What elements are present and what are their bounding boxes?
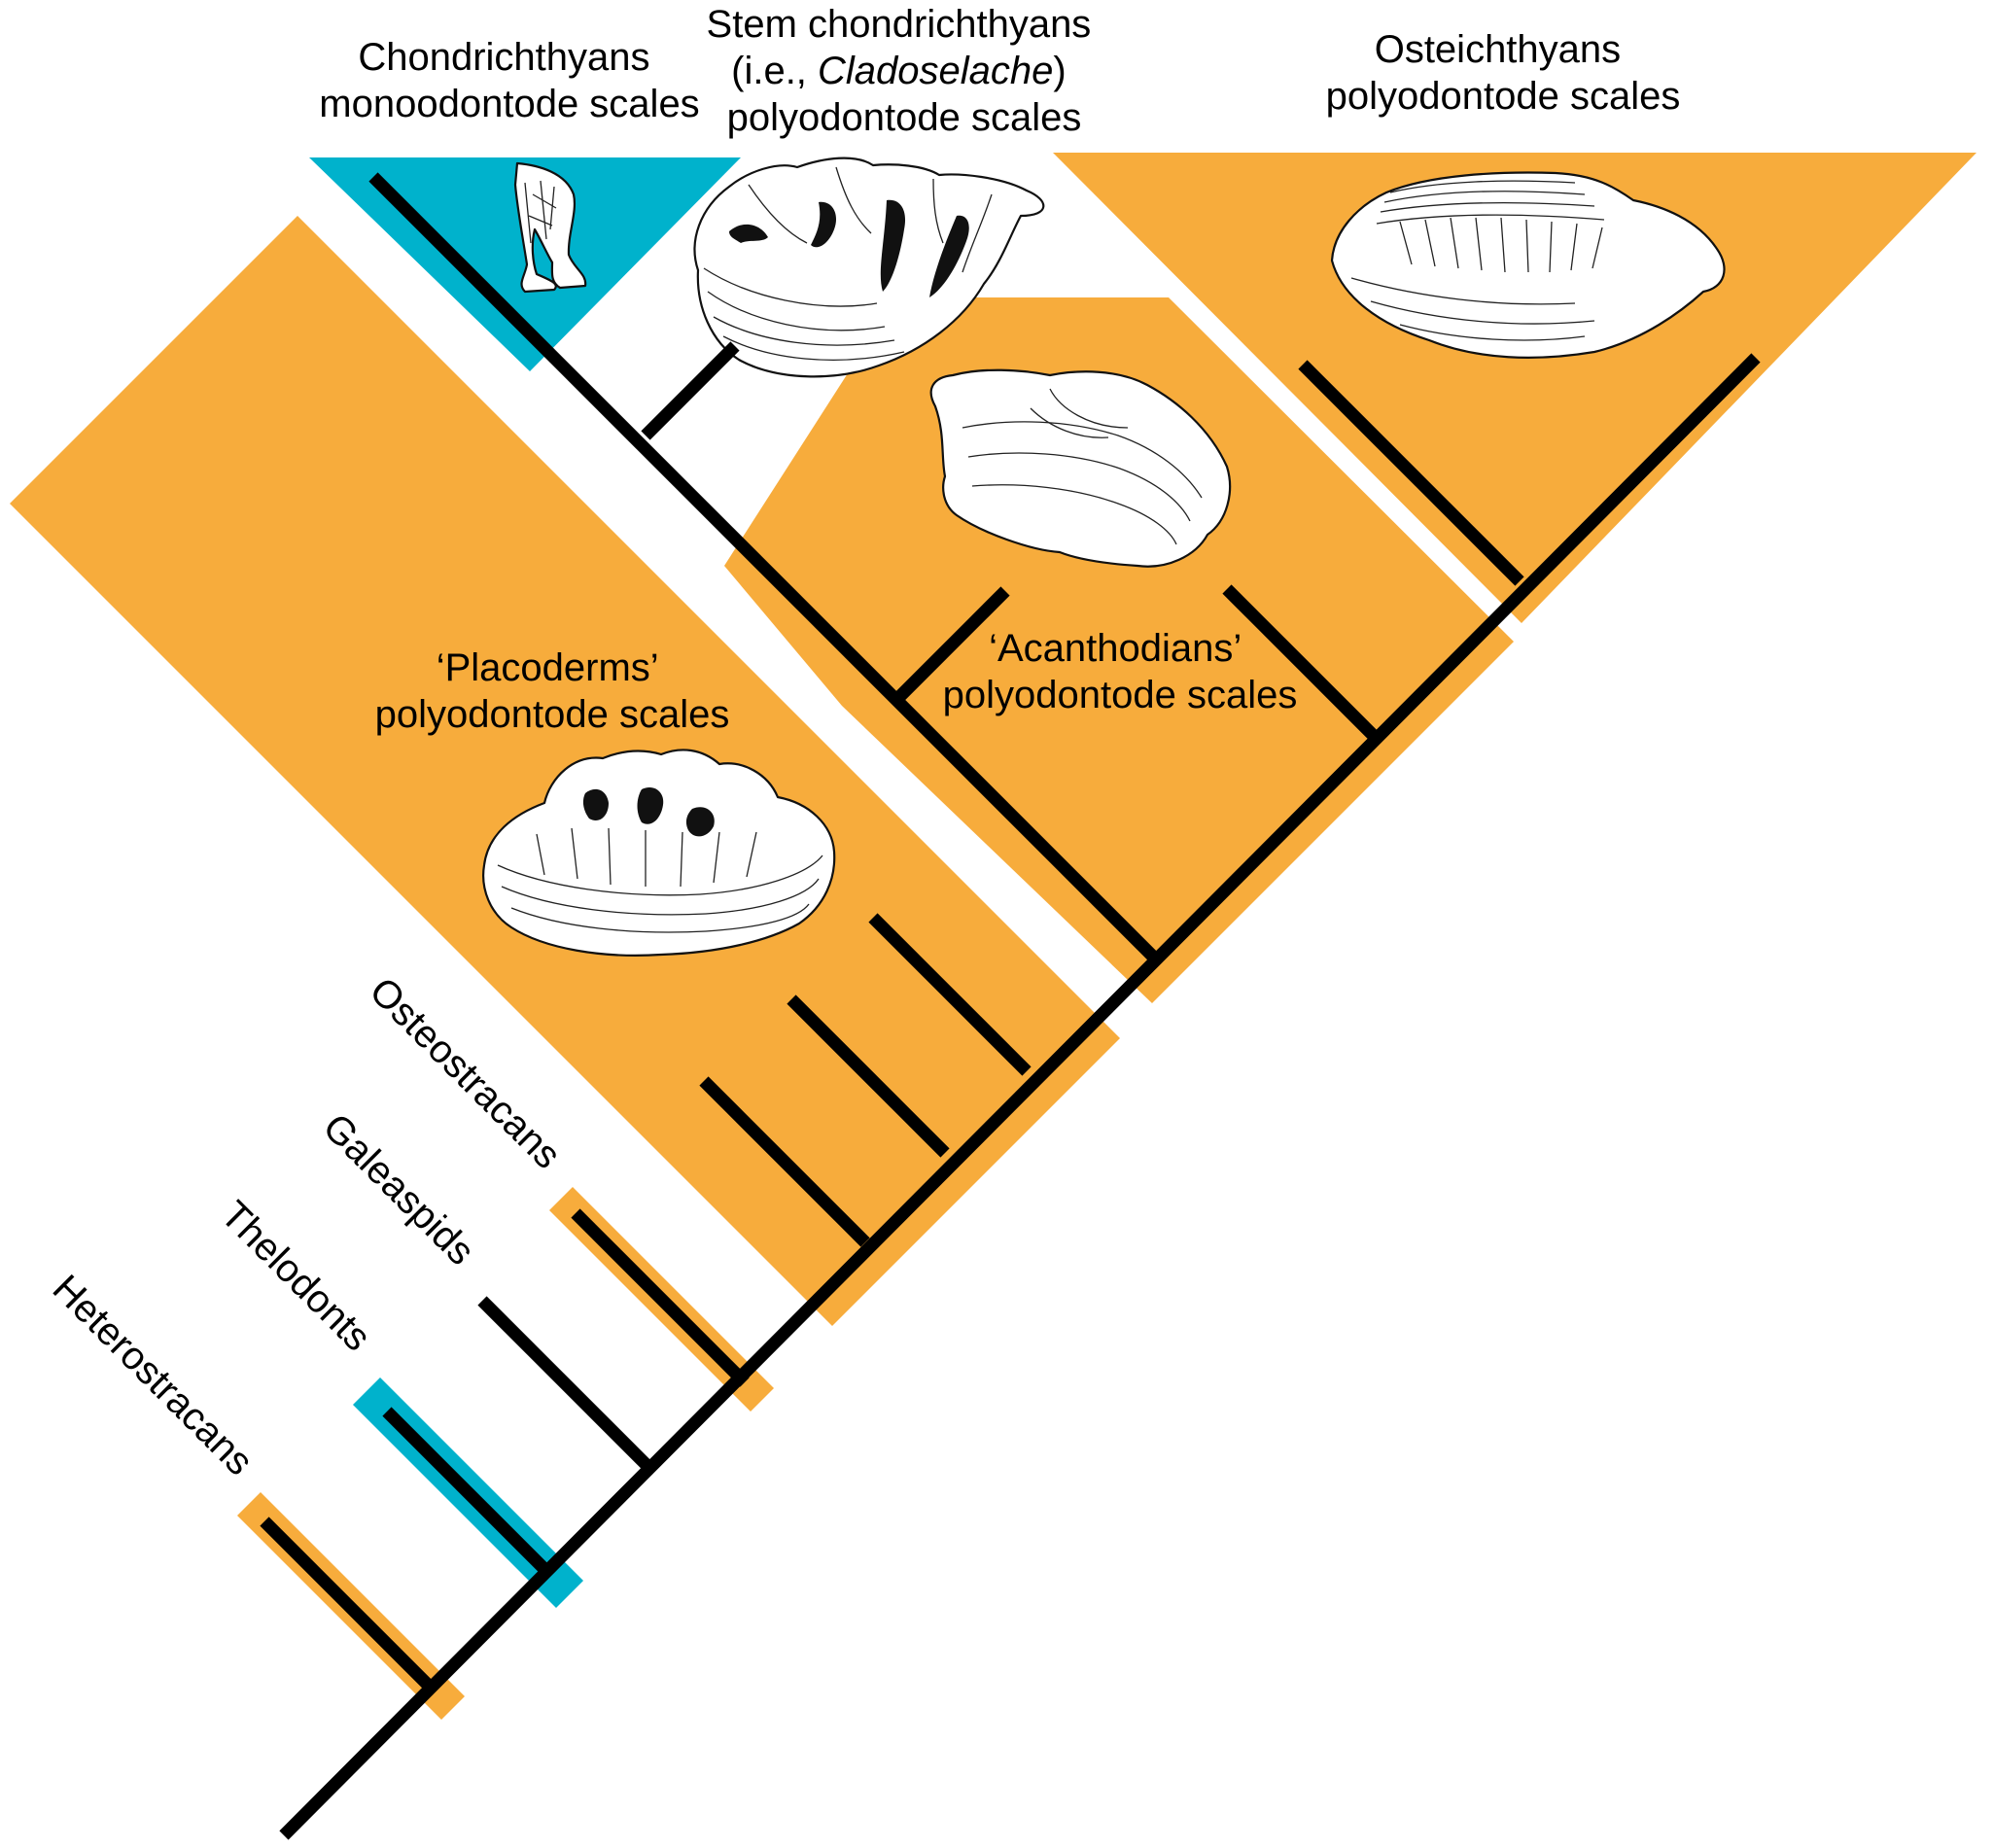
chondrichthyan-scale-illustration <box>513 161 587 294</box>
acanthodian-branch-left <box>893 586 1010 703</box>
thelodonts-label: Thelodonts <box>213 1193 379 1359</box>
placoderms-label: ‘Placoderms’ polyodontode scales <box>375 646 730 736</box>
placoderm-scale-illustration <box>482 749 836 957</box>
chondrichthyan-lineage <box>368 172 1160 963</box>
osteostracans-branch <box>571 1208 750 1387</box>
osteichthyans-region <box>1053 153 1977 623</box>
cladoselache-scale-illustration <box>693 157 1045 378</box>
heterostracans-label: Heterostracans <box>45 1267 262 1483</box>
acanthodians-region <box>724 297 1514 1003</box>
osteichthyan-branch <box>1298 360 1524 586</box>
main-trunk <box>279 353 1761 1840</box>
stem-chondrichthyan-branch <box>641 341 740 440</box>
thelodonts-branch <box>382 1407 554 1579</box>
placoderm-branch-2 <box>787 994 950 1158</box>
acanthodian-branch-right <box>1222 584 1380 742</box>
galeaspids-label: Galeaspids <box>315 1105 483 1273</box>
acanthodian-scale-illustration <box>929 368 1232 568</box>
osteichthyans-label: Osteichthyans polyodontode scales <box>1326 28 1681 118</box>
acanthodians-label: ‘Acanthodians’ polyodontode scales <box>943 627 1298 716</box>
heterostracans-branch <box>260 1517 433 1690</box>
stem-chondrichthyans-label: Stem chondrichthyans (i.e., Cladoselache… <box>707 3 1102 139</box>
placoderm-branch-1 <box>699 1076 870 1247</box>
galeaspids-branch <box>477 1296 656 1475</box>
cladogram-tree <box>260 172 1761 1840</box>
placoderm-branch-3 <box>868 913 1032 1076</box>
chondrichthyans-region <box>309 157 741 371</box>
chondrichthyans-label: Chondrichthyans monoodontode scales <box>319 36 699 125</box>
osteichthyan-scale-illustration <box>1330 171 1726 359</box>
